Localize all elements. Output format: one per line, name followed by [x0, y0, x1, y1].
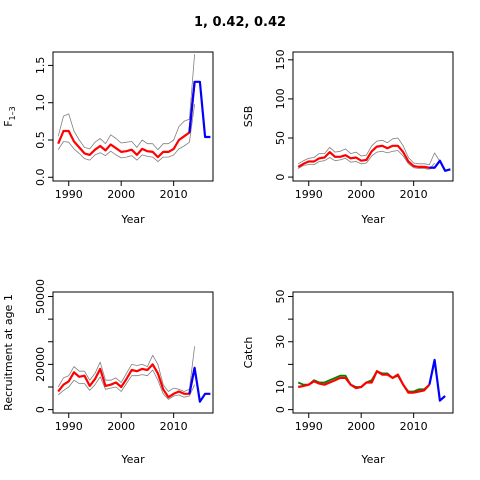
series-projection [429, 159, 451, 172]
series-median [297, 144, 435, 169]
x-tick-label: 1990 [295, 188, 323, 201]
y-tick-label: 20000 [34, 347, 47, 382]
panel-1: 1990 2000 2010 0.0 0.5 1.0 1.5 Year F1–3 [2, 51, 214, 226]
series-median [57, 81, 196, 159]
x-tick-label: 2010 [400, 188, 428, 201]
series-ci-upper [57, 54, 195, 151]
plot-frame [52, 291, 214, 414]
y-axis-label: F1–3 [2, 106, 17, 127]
y-tick-label: 0 [34, 406, 47, 413]
x-tick-label: 2000 [107, 188, 135, 201]
y-axis-label: Catch [242, 337, 255, 369]
y-tick-label: 0.5 [34, 131, 47, 149]
panel-2: 1990 2000 2010 0 50 100 150 Year SSB [242, 49, 454, 226]
series-projection [188, 80, 211, 139]
series-projection [428, 358, 446, 402]
plot-frame [292, 51, 454, 182]
x-tick-label: 1990 [55, 188, 83, 201]
x-tick-label: 2000 [347, 188, 375, 201]
y-tick-label: 0 [274, 174, 287, 181]
y-tick-label: 50000 [34, 279, 47, 314]
x-tick-label: 2000 [347, 420, 375, 433]
y-tick-label: 1.5 [34, 57, 47, 75]
series-ci-lower [57, 104, 195, 163]
y-tick-label: 0.0 [34, 169, 47, 187]
y-axis-label: Recruitment at age 1 [2, 294, 15, 411]
x-tick-label: 1990 [55, 420, 83, 433]
x-tick-label: 2010 [160, 420, 188, 433]
series-median [297, 370, 431, 394]
series-observed [297, 370, 430, 393]
series-projection [188, 366, 211, 403]
series-ci-lower [297, 150, 435, 170]
x-tick-label: 2000 [107, 420, 135, 433]
x-tick-label: 2010 [400, 420, 428, 433]
x-axis-label: Year [360, 213, 385, 226]
y-axis-label: SSB [242, 106, 255, 128]
series-ci-lower [57, 369, 195, 400]
x-tick-label: 1990 [295, 420, 323, 433]
x-tick-label: 2010 [160, 188, 188, 201]
series-median [57, 363, 196, 399]
plot-frame [292, 291, 454, 414]
plot-frame [52, 51, 214, 182]
y-tick-label: 50 [274, 131, 287, 145]
y-tick-label: 1.0 [34, 94, 47, 112]
panel-3: 1990 2000 2010 0 20000 50000 Year Recruitment a… [2, 279, 214, 466]
y-tick-label: 30 [274, 335, 287, 349]
y-tick-label: 50 [274, 290, 287, 304]
panel-4: 1990 2000 2010 0 10 30 50 Year Catch [242, 290, 454, 466]
series-ci-upper [297, 137, 441, 166]
y-tick-label: 0 [274, 406, 287, 413]
figure-title: 1, 0.42, 0.42 [194, 15, 286, 30]
x-axis-label: Year [360, 453, 385, 466]
y-tick-label: 10 [274, 380, 287, 394]
y-tick-label: 100 [274, 88, 287, 109]
y-tick-label: 150 [274, 49, 287, 70]
series-ci-upper [57, 346, 195, 392]
x-axis-label: Year [120, 213, 145, 226]
x-axis-label: Year [120, 453, 145, 466]
